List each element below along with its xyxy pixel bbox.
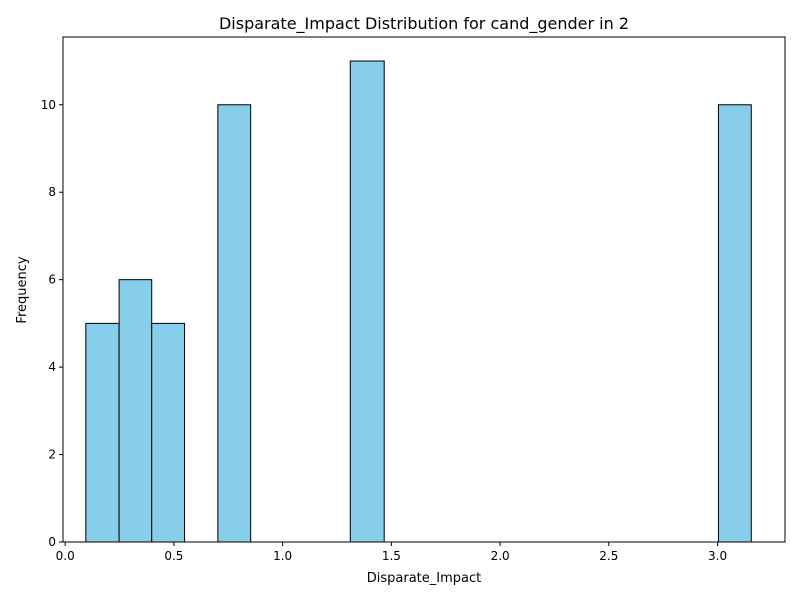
histogram-bar: [349, 60, 385, 543]
x-axis-ticks: 0.0 0.5 1.0 1.5 2.0 2.5 3.0: [56, 542, 727, 563]
histogram-bar: [85, 322, 120, 543]
x-tick-label: 2.5: [599, 549, 618, 563]
x-tick-label: 3.0: [708, 549, 727, 563]
x-tick-label: 2.0: [491, 549, 510, 563]
y-tick-label: 0: [48, 535, 56, 549]
y-tick-label: 8: [48, 185, 56, 199]
y-tick-label: 2: [48, 448, 56, 462]
x-tick-label: 1.0: [273, 549, 292, 563]
histogram-bar: [151, 322, 186, 543]
histogram-bar: [118, 279, 153, 543]
x-tick-label: 1.5: [382, 549, 401, 563]
y-tick-label: 4: [48, 360, 56, 374]
histogram-bar: [717, 104, 752, 543]
histogram-bar: [217, 104, 252, 543]
y-axis-ticks: 0 2 4 6 8 10: [41, 98, 63, 549]
y-axis-label: Frequency: [15, 256, 30, 323]
chart-title: Disparate_Impact Distribution for cand_g…: [219, 14, 629, 34]
y-tick-label: 6: [48, 273, 56, 287]
x-tick-label: 0.5: [164, 549, 183, 563]
x-axis-label: Disparate_Impact: [367, 571, 481, 586]
axes-frame: [62, 36, 786, 543]
y-tick-label: 10: [41, 98, 56, 112]
bars-group: [85, 60, 752, 543]
x-tick-label: 0.0: [56, 549, 75, 563]
